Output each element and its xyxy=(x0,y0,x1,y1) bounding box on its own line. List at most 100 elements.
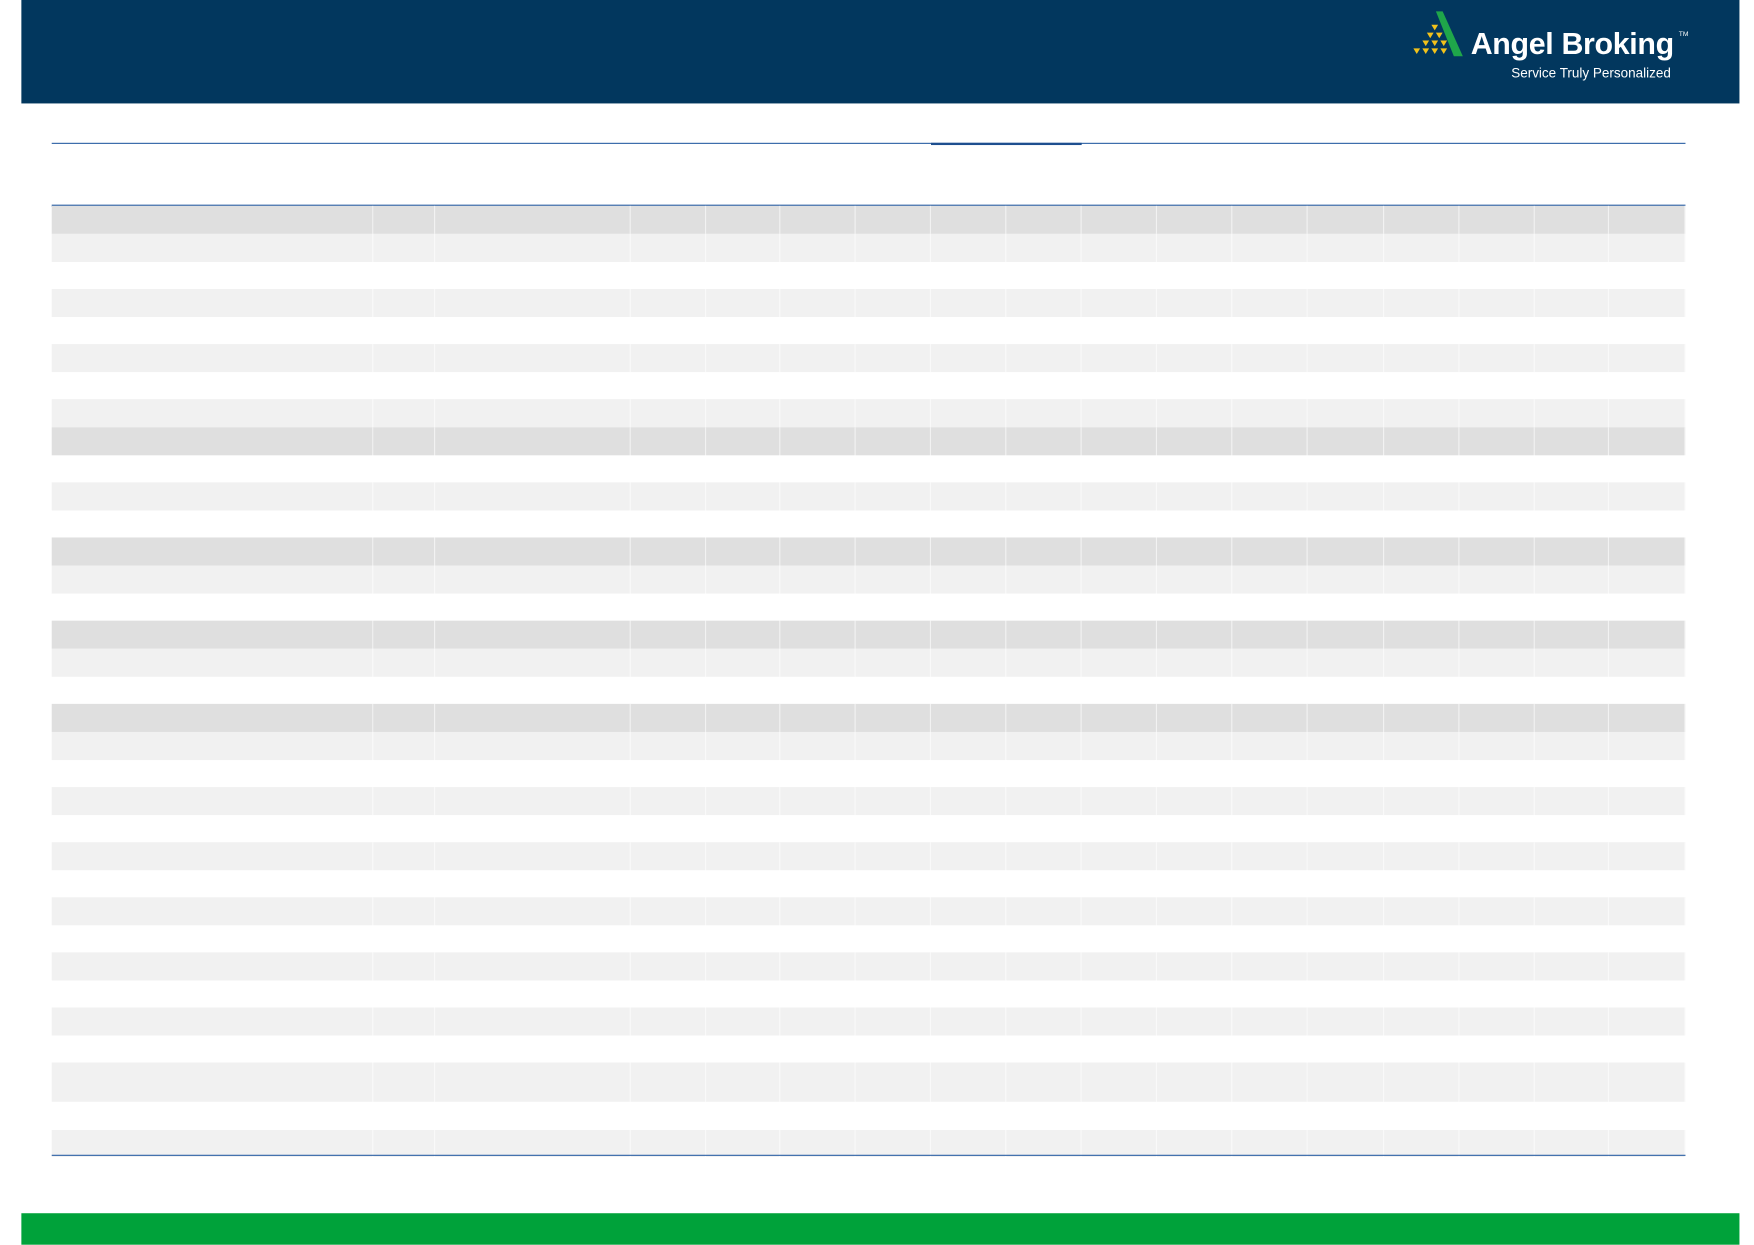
table-cell xyxy=(373,842,436,870)
table-cell xyxy=(631,1062,707,1102)
table-cell xyxy=(435,897,631,925)
table-cell xyxy=(1459,1062,1535,1102)
table-cell xyxy=(1082,676,1158,704)
table-cell xyxy=(631,869,707,898)
data-table xyxy=(51,205,1686,1158)
table-cell xyxy=(706,924,781,953)
table-cell xyxy=(931,731,1007,760)
table-row xyxy=(51,924,1686,953)
table-row xyxy=(51,537,1686,566)
table-cell xyxy=(1157,842,1233,870)
table-row xyxy=(51,1101,1686,1130)
table-cell xyxy=(706,869,781,898)
table-cell xyxy=(706,620,781,649)
table-cell xyxy=(931,371,1007,400)
table-cell xyxy=(856,648,932,677)
table-cell xyxy=(373,814,436,843)
table-cell xyxy=(1006,509,1082,538)
table-cell xyxy=(1308,593,1385,621)
table-cell xyxy=(931,620,1007,649)
table-cell xyxy=(1082,952,1158,980)
table-cell xyxy=(1384,1062,1460,1102)
table-cell xyxy=(1232,454,1308,483)
table-cell xyxy=(1006,787,1082,815)
table-cell xyxy=(1609,454,1686,483)
table-cell xyxy=(1157,1035,1233,1063)
table-cell xyxy=(706,1035,781,1063)
logo-pyramid-icon xyxy=(1413,11,1463,57)
table-cell xyxy=(1535,703,1610,732)
table-cell xyxy=(931,759,1007,788)
table-cell xyxy=(1459,1035,1535,1063)
table-cell xyxy=(1535,399,1610,427)
table-cell xyxy=(706,565,781,594)
table-cell xyxy=(1535,1101,1610,1130)
table-cell xyxy=(1232,1062,1308,1102)
table-cell xyxy=(706,787,781,815)
table-row xyxy=(51,952,1686,980)
table-cell xyxy=(1535,565,1610,594)
table-cell xyxy=(1384,952,1460,980)
table-cell xyxy=(1308,316,1385,345)
table-cell xyxy=(1157,1007,1233,1036)
table-cell xyxy=(780,1101,856,1130)
footer-band xyxy=(21,1213,1740,1245)
table-cell xyxy=(780,205,856,234)
table-cell xyxy=(1308,537,1385,566)
table-cell xyxy=(931,593,1007,621)
table-cell xyxy=(631,261,707,289)
table-cell xyxy=(52,593,374,621)
table-cell xyxy=(931,1129,1007,1158)
table-cell xyxy=(1082,759,1158,788)
table-row xyxy=(51,344,1686,372)
table-cell xyxy=(780,1035,856,1063)
table-cell xyxy=(1535,482,1610,510)
table-cell xyxy=(1609,565,1686,594)
table-cell xyxy=(1308,454,1385,483)
table-cell xyxy=(1232,731,1308,760)
table-cell xyxy=(931,537,1007,566)
table-cell xyxy=(856,869,932,898)
table-cell xyxy=(52,399,374,427)
table-cell xyxy=(1232,897,1308,925)
table-cell xyxy=(52,1062,374,1102)
table-cell xyxy=(856,482,932,510)
table-cell xyxy=(1232,426,1308,455)
table-cell xyxy=(1157,371,1233,400)
table-cell xyxy=(1082,979,1158,1008)
table-cell xyxy=(1535,344,1610,372)
table-cell xyxy=(1157,703,1233,732)
table-cell xyxy=(373,731,436,760)
table-cell xyxy=(1384,979,1460,1008)
table-cell xyxy=(706,897,781,925)
table-row xyxy=(51,869,1686,898)
table-cell xyxy=(1006,924,1082,953)
table-cell xyxy=(1535,620,1610,649)
table-cell xyxy=(373,426,436,455)
table-cell xyxy=(1082,288,1158,317)
table-row xyxy=(51,759,1686,788)
table-cell xyxy=(1232,814,1308,843)
table-cell xyxy=(1384,565,1460,594)
table-cell xyxy=(1384,869,1460,898)
table-cell xyxy=(706,814,781,843)
table-cell xyxy=(373,371,436,400)
table-cell xyxy=(856,703,932,732)
table-row xyxy=(51,1035,1686,1063)
table-cell xyxy=(373,233,436,262)
table-cell xyxy=(1232,620,1308,649)
table-cell xyxy=(1535,787,1610,815)
table-cell xyxy=(1157,399,1233,427)
table-cell xyxy=(856,316,932,345)
table-cell xyxy=(931,1035,1007,1063)
table-cell xyxy=(1535,1129,1610,1158)
table-cell xyxy=(631,842,707,870)
table-cell xyxy=(1308,676,1385,704)
table-cell xyxy=(1006,648,1082,677)
table-cell xyxy=(1157,233,1233,262)
table-cell xyxy=(373,924,436,953)
table-cell xyxy=(1157,1129,1233,1158)
table-cell xyxy=(1459,676,1535,704)
table-cell xyxy=(1384,842,1460,870)
table-cell xyxy=(52,676,374,704)
